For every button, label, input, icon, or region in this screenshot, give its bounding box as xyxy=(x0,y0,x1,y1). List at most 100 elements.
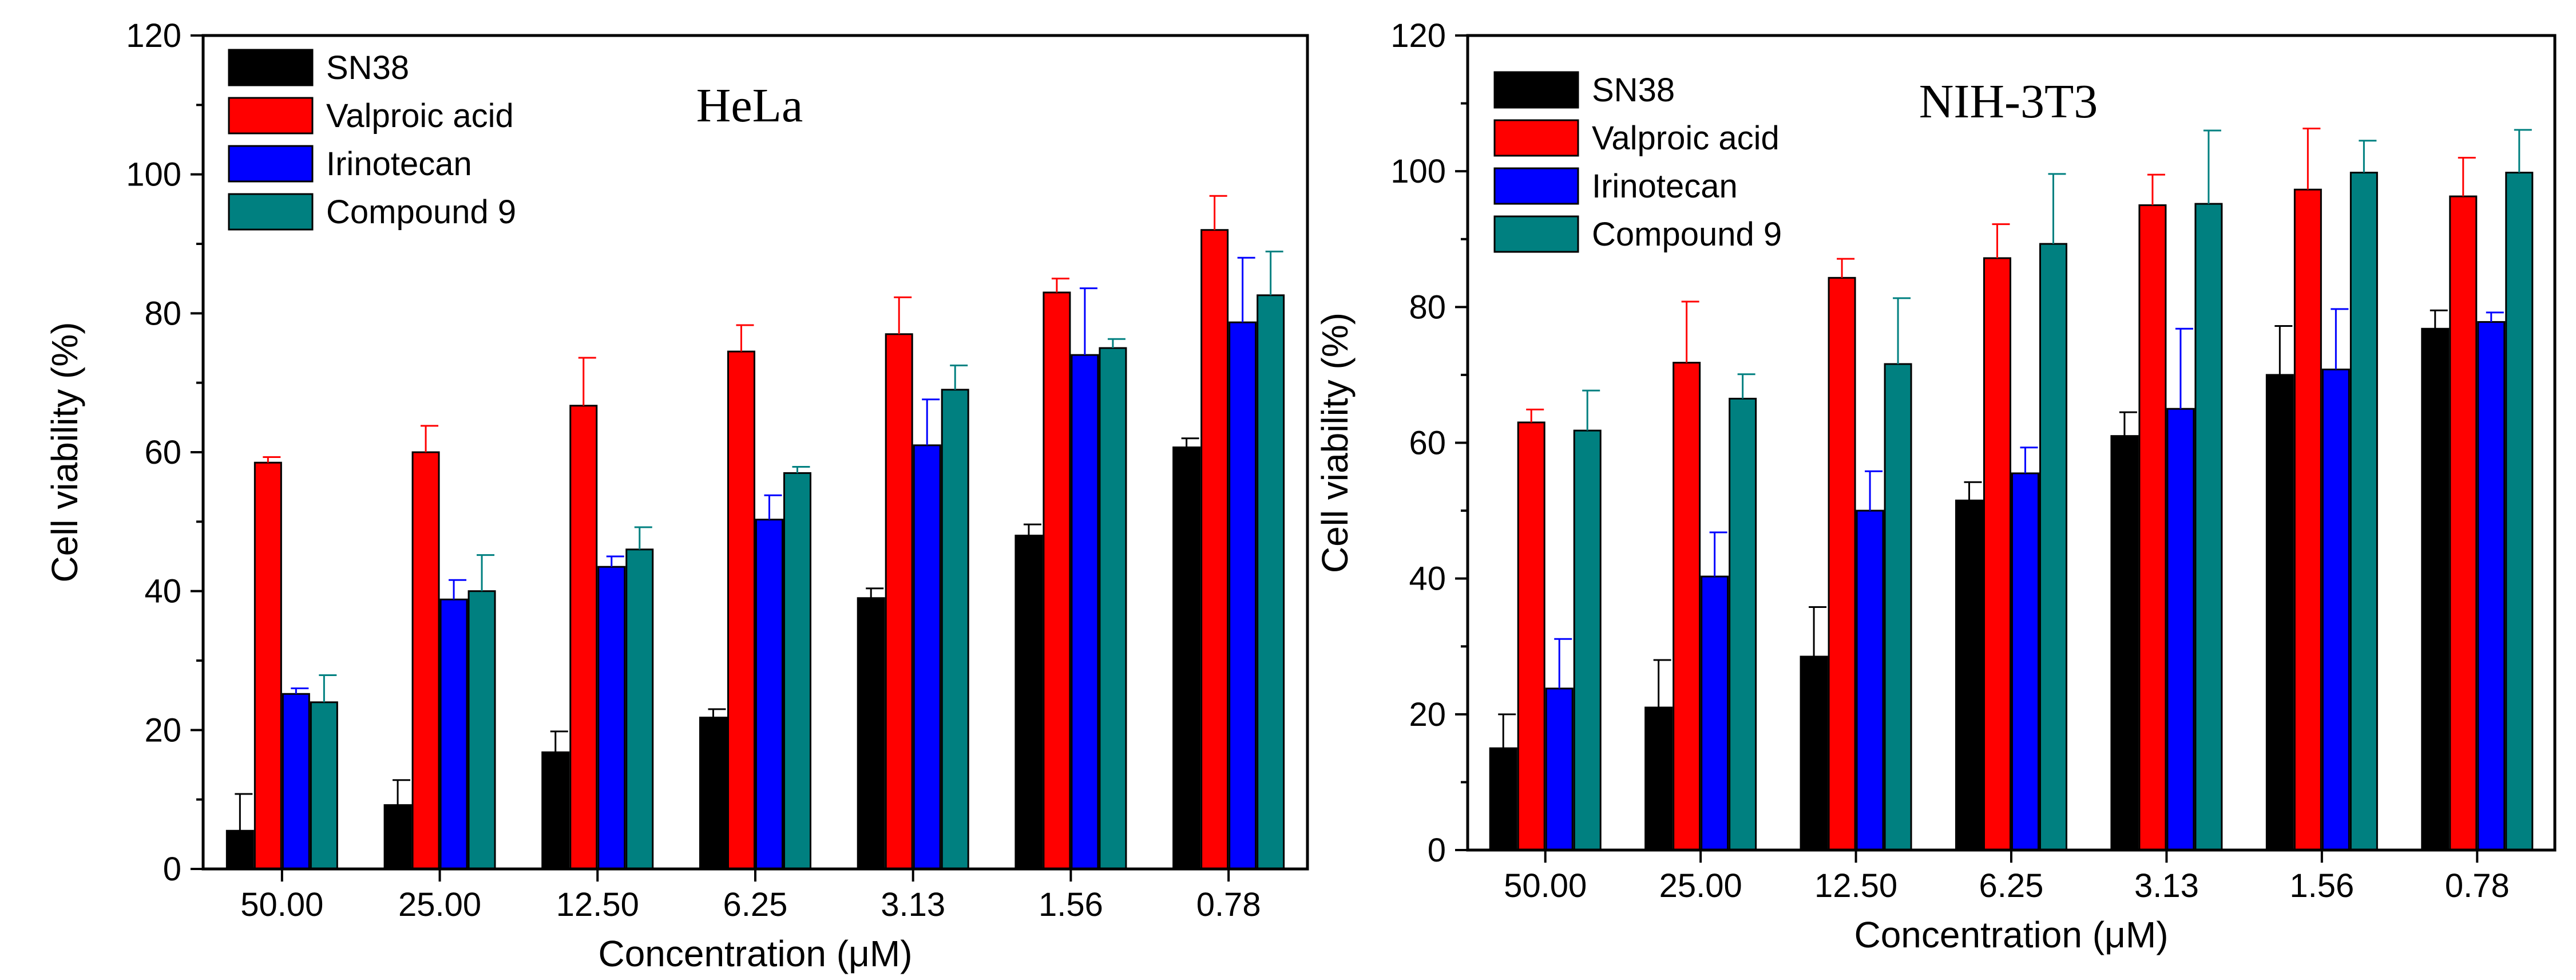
legend-label: SN38 xyxy=(326,49,409,86)
bar xyxy=(225,829,254,870)
bar xyxy=(857,597,885,870)
legend-label: Valproic acid xyxy=(326,97,514,135)
bar xyxy=(2265,374,2294,851)
bar xyxy=(2349,172,2378,851)
y-tick-label: 80 xyxy=(1409,289,1446,326)
bar xyxy=(2477,321,2506,851)
x-tick-label: 12.50 xyxy=(556,886,639,923)
y-tick-label: 60 xyxy=(1409,425,1446,462)
bar xyxy=(569,405,598,870)
bar xyxy=(1517,421,1545,851)
bar xyxy=(2166,408,2195,851)
x-tick-label: 0.78 xyxy=(1196,886,1261,923)
legend-label: Compound 9 xyxy=(326,193,516,231)
y-tick-label: 40 xyxy=(1409,560,1446,598)
y-tick-label: 20 xyxy=(1409,696,1446,733)
bar xyxy=(913,444,941,870)
x-tick-label: 3.13 xyxy=(881,886,945,923)
legend-swatch xyxy=(228,49,314,86)
plot-frame xyxy=(1466,34,2557,852)
bar xyxy=(1856,509,1884,851)
bar xyxy=(2505,172,2534,851)
bar xyxy=(467,590,496,870)
bar xyxy=(699,716,727,870)
bar xyxy=(253,461,282,870)
bar xyxy=(1955,499,1983,851)
bar xyxy=(1200,229,1229,870)
bar xyxy=(1673,362,1701,851)
x-tick-label: 25.00 xyxy=(398,886,481,923)
bar xyxy=(1172,446,1201,870)
bar xyxy=(1983,257,2011,851)
panel-title: HeLa xyxy=(696,79,803,132)
bar xyxy=(1043,291,1071,870)
x-tick-label: 50.00 xyxy=(1504,867,1587,904)
x-tick-label: 3.13 xyxy=(2134,867,2199,904)
bar xyxy=(1644,706,1673,851)
panel-title: NIH-3T3 xyxy=(1919,75,2098,128)
y-axis-title: Cell viability (%) xyxy=(44,322,85,582)
legend-label: SN38 xyxy=(1592,72,1675,109)
x-tick-label: 1.56 xyxy=(1039,886,1103,923)
bar xyxy=(941,389,969,870)
y-tick-label: 0 xyxy=(1428,832,1446,869)
bar xyxy=(541,751,570,870)
bar xyxy=(2039,243,2067,851)
bar xyxy=(310,701,338,870)
y-tick-label: 100 xyxy=(126,156,181,193)
chart-panel-0: 0 20 40 60 80 100 120 50.00 25.00 12.50 6.25 3.13 1.… xyxy=(44,17,1309,974)
bar xyxy=(1884,363,1912,851)
bar xyxy=(1828,276,1856,851)
x-axis-title: Concentration (μM) xyxy=(598,933,912,974)
x-tick-label: 6.25 xyxy=(1979,867,2044,904)
plot-frame xyxy=(201,34,1309,871)
y-tick-label: 20 xyxy=(144,712,181,749)
x-tick-label: 25.00 xyxy=(1659,867,1742,904)
x-tick-label: 50.00 xyxy=(240,886,323,923)
bar xyxy=(1228,321,1257,870)
y-tick-label: 0 xyxy=(163,851,181,888)
legend-swatch xyxy=(228,193,314,231)
bar xyxy=(885,333,913,870)
bar xyxy=(383,804,412,870)
x-tick-label: 0.78 xyxy=(2445,867,2510,904)
bar xyxy=(2011,472,2039,851)
legend-swatch xyxy=(1493,215,1579,253)
legend-label: Valproic acid xyxy=(1592,120,1780,157)
legend-swatch xyxy=(1493,119,1579,157)
bar xyxy=(1573,429,1602,851)
bar xyxy=(755,519,783,870)
bar xyxy=(2321,368,2350,851)
legend-swatch xyxy=(228,97,314,135)
y-tick-label: 100 xyxy=(1390,153,1446,190)
bar xyxy=(2449,195,2478,851)
y-tick-label: 80 xyxy=(144,295,181,332)
legend-swatch xyxy=(228,145,314,183)
bar xyxy=(1729,397,1757,851)
bar xyxy=(411,451,440,870)
bar xyxy=(727,350,755,870)
bar xyxy=(1014,535,1043,870)
bar xyxy=(282,693,310,870)
legend-label: Irinotecan xyxy=(1592,168,1738,205)
bar xyxy=(625,548,654,870)
bar xyxy=(1545,687,1574,851)
bar xyxy=(2421,327,2450,851)
bar xyxy=(1099,347,1127,870)
x-tick-label: 1.56 xyxy=(2289,867,2354,904)
chart-panel-1: 0 20 40 60 80 100 120 50.00 25.00 12.50 6.25 3.13 1.… xyxy=(1314,17,2557,955)
bar xyxy=(2293,188,2322,851)
bar xyxy=(1257,294,1285,870)
bar xyxy=(439,598,468,870)
y-tick-label: 120 xyxy=(1390,17,1446,54)
bar xyxy=(1071,354,1099,870)
y-tick-label: 120 xyxy=(126,17,181,54)
legend-label: Irinotecan xyxy=(326,145,472,183)
legend-label: Compound 9 xyxy=(1592,216,1782,253)
bar xyxy=(597,566,626,870)
x-axis-title: Concentration (μM) xyxy=(1854,914,2168,955)
x-tick-label: 12.50 xyxy=(1814,867,1897,904)
bar xyxy=(1489,747,1517,851)
bar xyxy=(783,472,811,870)
